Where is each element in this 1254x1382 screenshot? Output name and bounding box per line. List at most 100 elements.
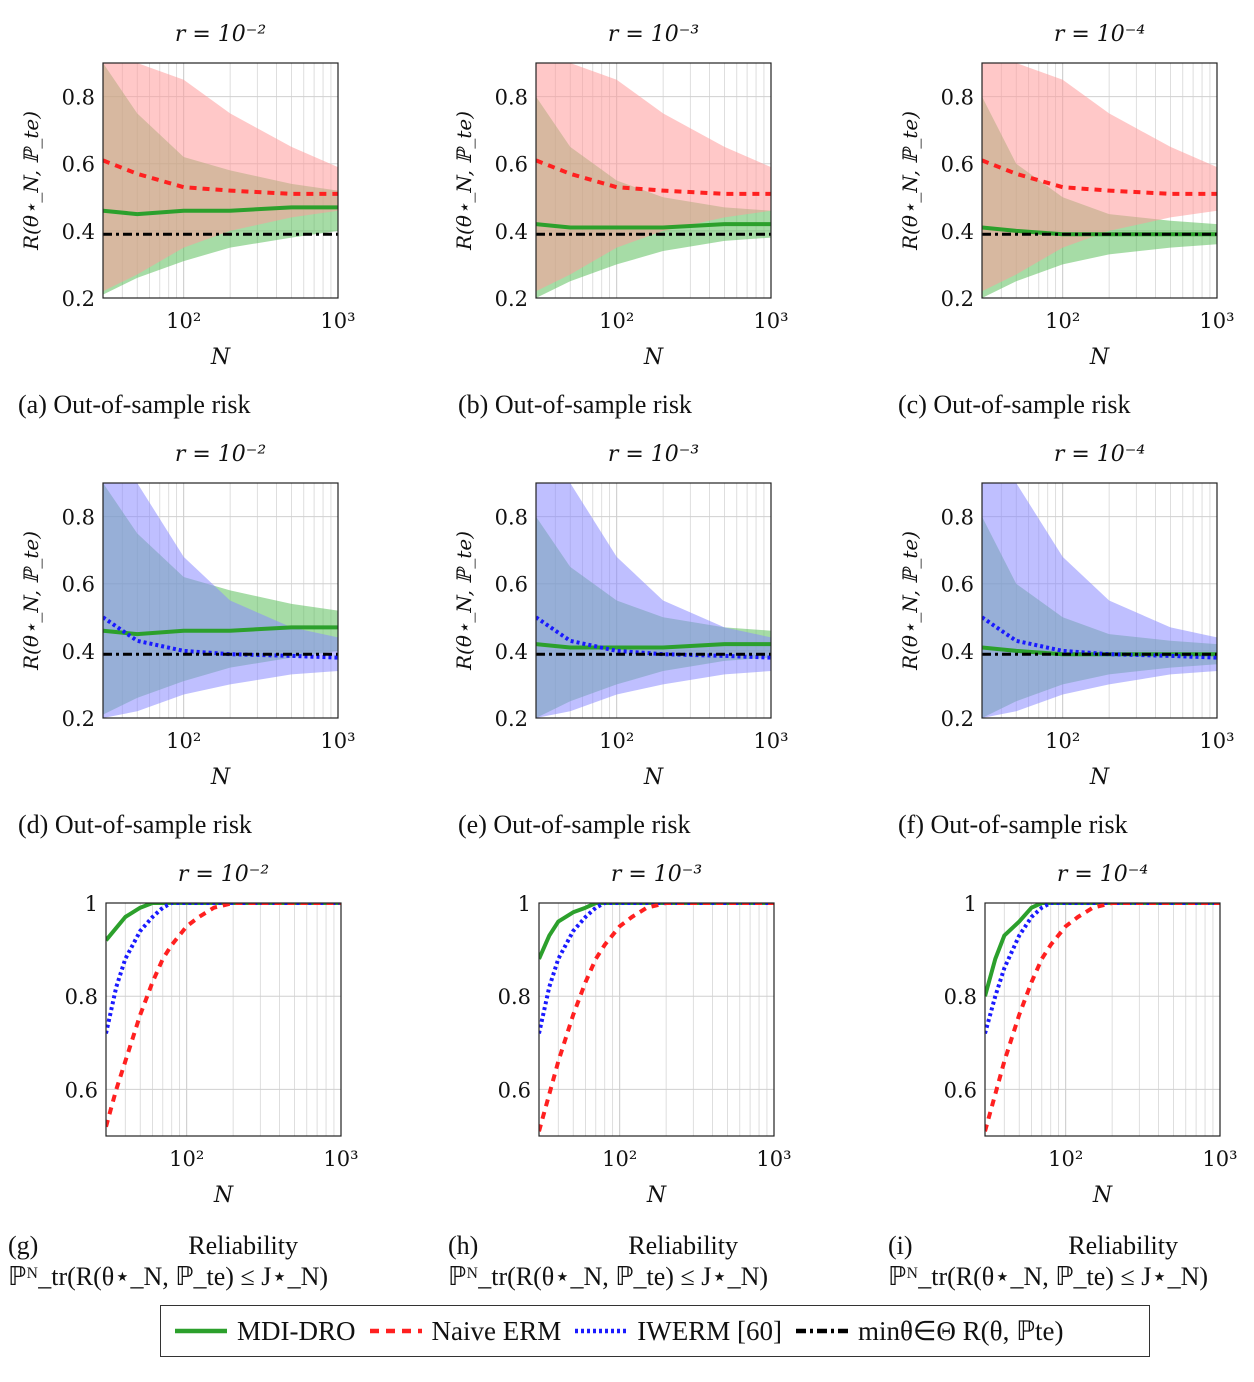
x-tick-label: 10³ bbox=[1199, 309, 1234, 333]
series-mdi-dro bbox=[536, 222, 771, 230]
y-tick-label: 0.8 bbox=[941, 86, 974, 110]
x-tick-label: 10² bbox=[1045, 729, 1080, 753]
series-naive-erm bbox=[985, 903, 1220, 1132]
series-mdi-dro bbox=[103, 625, 338, 637]
caption-h-title: Reliability bbox=[628, 1231, 738, 1260]
legend-item-mdi: MDI-DRO bbox=[173, 1316, 356, 1347]
caption-g: (g) Reliability ℙᴺ_tr(R(θ⋆_N, ℙ_te) ≤ J⋆… bbox=[8, 1230, 328, 1292]
y-tick-label: 0.8 bbox=[944, 985, 977, 1009]
caption-f: (f) Out-of-sample risk bbox=[898, 810, 1128, 839]
chart-title: r = 10⁻³ bbox=[611, 862, 702, 887]
chart-plot-area-c bbox=[982, 63, 1217, 298]
band-iwerm-60 bbox=[982, 483, 1217, 718]
y-tick-label: 0.6 bbox=[498, 1078, 531, 1102]
y-tick-label: 0.8 bbox=[65, 985, 98, 1009]
series-iwerm-60 bbox=[985, 903, 1220, 1035]
x-tick-label: 10³ bbox=[1202, 1147, 1237, 1171]
chart-frame bbox=[981, 62, 1218, 299]
band-iwerm-60 bbox=[103, 483, 338, 718]
y-tick-label: 0.2 bbox=[62, 287, 95, 311]
y-tick-label: 0.6 bbox=[941, 573, 974, 597]
chart-frame bbox=[102, 482, 339, 719]
chart-title: r = 10⁻³ bbox=[608, 442, 699, 467]
chart-plot-area-a bbox=[103, 63, 338, 295]
caption-h-formula: ℙᴺ_tr(R(θ⋆_N, ℙ_te) ≤ J⋆_N) bbox=[448, 1262, 769, 1291]
y-tick-label: 0.4 bbox=[941, 640, 974, 664]
band-iwerm-60 bbox=[536, 483, 771, 718]
y-tick-label: 0.6 bbox=[944, 1078, 977, 1102]
y-tick-label: 1 bbox=[964, 892, 977, 916]
y-axis-label: R(θ⋆_N, ℙ_te) bbox=[452, 111, 476, 251]
x-tick-label: 10³ bbox=[753, 729, 788, 753]
chart-plot-area-e bbox=[536, 483, 771, 718]
y-tick-label: 0.2 bbox=[495, 707, 528, 731]
legend-swatch-naive bbox=[369, 1328, 422, 1334]
legend-item-min: minθ∈Θ R(θ, ℙte) bbox=[794, 1316, 1064, 1347]
x-axis-label: N bbox=[213, 1183, 234, 1208]
chart-frame bbox=[981, 482, 1218, 719]
y-tick-label: 0.4 bbox=[62, 220, 95, 244]
legend-swatch-iwerm bbox=[575, 1328, 628, 1334]
caption-g-label: (g) bbox=[8, 1231, 39, 1260]
x-tick-label: 10³ bbox=[756, 1147, 791, 1171]
x-tick-label: 10² bbox=[169, 1147, 204, 1171]
y-axis-label: R(θ⋆_N, ℙ_te) bbox=[898, 111, 922, 251]
chart-title: r = 10⁻⁴ bbox=[1054, 22, 1145, 47]
chart-plot-area-i bbox=[985, 903, 1220, 1132]
series-naive-erm bbox=[539, 903, 774, 1132]
figure-svg: r = 10⁻² 0.2 0.4 0.6 0.8 10² 10³ N R(θ⋆_N, ℙ_te)… bbox=[19, 22, 1238, 1208]
series-iwerm-60 bbox=[106, 903, 341, 1034]
x-axis-label: N bbox=[643, 345, 664, 370]
caption-c: (c) Out-of-sample risk bbox=[898, 390, 1131, 419]
y-tick-label: 1 bbox=[85, 892, 98, 916]
y-tick-label: 0.4 bbox=[495, 220, 528, 244]
series-naive-erm bbox=[103, 158, 338, 196]
series-naive-erm bbox=[106, 903, 341, 1128]
chart-title: r = 10⁻⁴ bbox=[1057, 862, 1148, 887]
caption-g-formula: ℙᴺ_tr(R(θ⋆_N, ℙ_te) ≤ J⋆_N) bbox=[8, 1262, 329, 1291]
y-tick-label: 0.8 bbox=[941, 506, 974, 530]
y-tick-label: 0.4 bbox=[62, 640, 95, 664]
chart-title: r = 10⁻² bbox=[175, 22, 266, 47]
y-tick-label: 0.4 bbox=[495, 640, 528, 664]
chart-frame bbox=[102, 62, 339, 299]
caption-g-title: Reliability bbox=[188, 1231, 298, 1260]
chart-g: r = 10⁻² 0.6 0.8 1 10² 10³ N bbox=[65, 862, 359, 1208]
series-iwerm-60 bbox=[536, 615, 771, 660]
caption-h-label: (h) bbox=[448, 1231, 479, 1260]
x-tick-label: 10³ bbox=[753, 309, 788, 333]
x-tick-label: 10³ bbox=[320, 309, 355, 333]
legend-swatch-mdi bbox=[175, 1328, 227, 1334]
chart-title: r = 10⁻⁴ bbox=[1054, 442, 1145, 467]
x-axis-label: N bbox=[1089, 345, 1110, 370]
legend: MDI-DRO Naive ERM IWERM [60] minθ∈Θ R(θ,… bbox=[160, 1305, 1150, 1357]
series-naive-erm bbox=[982, 158, 1217, 196]
chart-f: r = 10⁻⁴ 0.2 0.4 0.6 0.8 10² 10³ N R(θ⋆_N, ℙ_te) bbox=[898, 442, 1235, 790]
x-tick-label: 10² bbox=[166, 309, 201, 333]
chart-frame bbox=[535, 62, 772, 299]
chart-plot-area-d bbox=[103, 483, 338, 718]
y-axis-label: R(θ⋆_N, ℙ_te) bbox=[19, 531, 43, 671]
chart-i: r = 10⁻⁴ 0.6 0.8 1 10² 10³ N bbox=[944, 862, 1238, 1208]
chart-plot-area-h bbox=[539, 903, 774, 1132]
y-tick-label: 0.6 bbox=[62, 573, 95, 597]
chart-title: r = 10⁻² bbox=[178, 862, 269, 887]
chart-h: r = 10⁻³ 0.6 0.8 1 10² 10³ N bbox=[498, 862, 792, 1208]
legend-label-mdi: MDI-DRO bbox=[237, 1315, 356, 1346]
y-tick-label: 0.2 bbox=[941, 707, 974, 731]
chart-b: r = 10⁻³ 0.2 0.4 0.6 0.8 10² 10³ N R(θ⋆_N, ℙ_te) bbox=[452, 22, 789, 370]
series-iwerm-60 bbox=[539, 903, 774, 1034]
chart-title: r = 10⁻² bbox=[175, 442, 266, 467]
band-naive-erm bbox=[103, 63, 338, 292]
y-tick-label: 0.6 bbox=[495, 573, 528, 597]
caption-b: (b) Out-of-sample risk bbox=[458, 390, 692, 419]
series-naive-erm bbox=[536, 158, 771, 196]
x-tick-label: 10² bbox=[166, 729, 201, 753]
caption-i-label: (i) bbox=[888, 1231, 913, 1260]
caption-h: (h) Reliability ℙᴺ_tr(R(θ⋆_N, ℙ_te) ≤ J⋆… bbox=[448, 1230, 768, 1292]
y-tick-label: 1 bbox=[518, 892, 531, 916]
x-tick-label: 10³ bbox=[320, 729, 355, 753]
series-mdi-dro bbox=[103, 205, 338, 217]
legend-label-min: minθ∈Θ R(θ, ℙte) bbox=[857, 1315, 1064, 1346]
y-axis-label: R(θ⋆_N, ℙ_te) bbox=[19, 111, 43, 251]
